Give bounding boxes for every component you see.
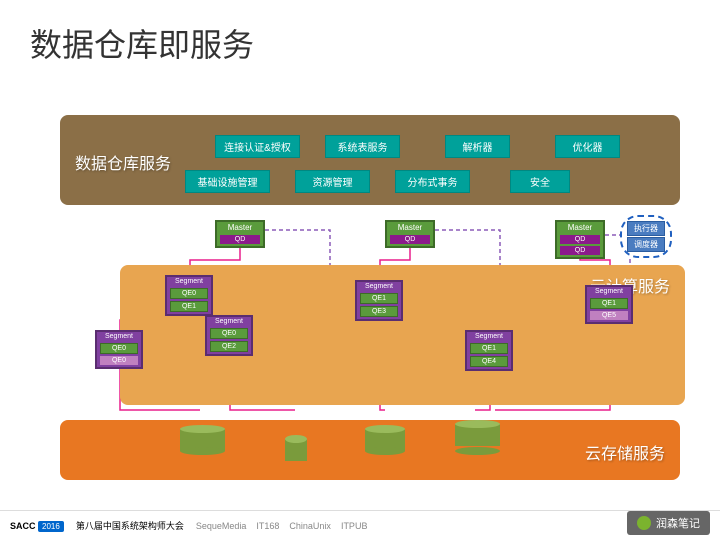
legend-scheduler: 调度器 [627, 237, 665, 252]
service-row2-3: 安全 [510, 170, 570, 193]
wechat-icon [637, 516, 651, 530]
storage-cylinder-2 [365, 425, 405, 455]
wechat-badge: 润森笔记 [627, 511, 710, 535]
segment-3: SegmentQE0QE0 [95, 330, 143, 369]
storage-cylinder-3 [455, 420, 500, 455]
footer-bar: SACC 2016 第八届中国系统架构师大会 SequeMediaIT168Ch… [0, 510, 720, 540]
service-row1-0: 连接认证&授权 [215, 135, 300, 158]
legend-executor: 执行器 [627, 221, 665, 236]
service-row2-1: 资源管理 [295, 170, 370, 193]
page-title: 数据仓库即服务 [0, 0, 720, 66]
service-row2-2: 分布式事务 [395, 170, 470, 193]
master-0: MasterQD [215, 220, 265, 248]
segment-0: SegmentQE0QE1 [165, 275, 213, 316]
master-1: MasterQD [385, 220, 435, 248]
layer-label-storage: 云存储服务 [585, 440, 665, 464]
service-row1-2: 解析器 [445, 135, 510, 158]
segment-2: SegmentQE1QE5 [585, 285, 633, 324]
sponsors: SequeMediaIT168ChinaUnixITPUB [196, 521, 368, 531]
master-2: MasterQDQD [555, 220, 605, 259]
conference-name: 第八届中国系统架构师大会 [76, 519, 184, 532]
storage-cylinder-1 [285, 435, 307, 455]
sacc-logo: SACC 2016 [10, 521, 64, 531]
storage-cylinder-0 [180, 425, 225, 455]
segment-5: SegmentQE1QE4 [465, 330, 513, 371]
service-row1-3: 优化器 [555, 135, 620, 158]
legend-box: 执行器 调度器 [620, 215, 672, 258]
layer-label-warehouse: 数据仓库服务 [75, 150, 171, 174]
service-row2-0: 基础设施管理 [185, 170, 270, 193]
service-row1-1: 系统表服务 [325, 135, 400, 158]
segment-4: SegmentQE0QE2 [205, 315, 253, 356]
layer-warehouse: 数据仓库服务 [60, 115, 680, 205]
segment-1: SegmentQE1QE3 [355, 280, 403, 321]
